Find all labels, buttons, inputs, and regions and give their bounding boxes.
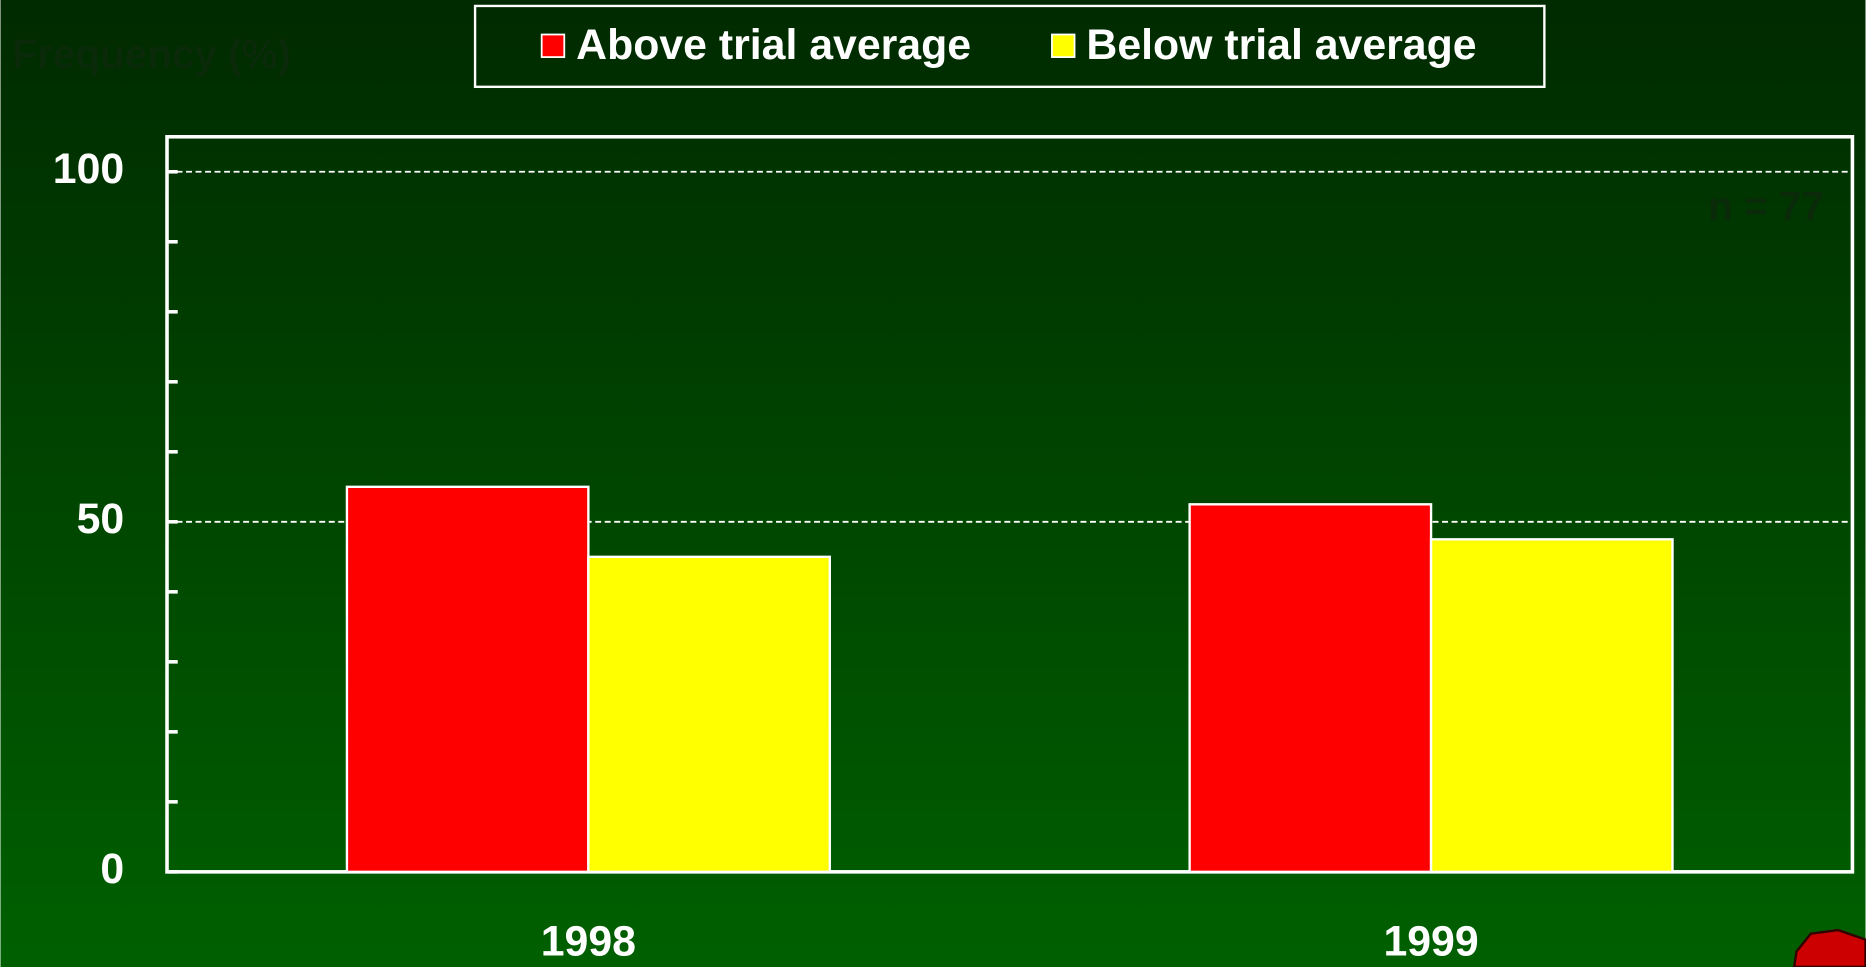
x-tick-label: 1998 [541,918,636,966]
y-tick-label: 100 [53,145,124,193]
y-tick-label: 0 [100,845,124,893]
y-tick-label: 50 [77,495,125,543]
bar [1188,503,1433,874]
legend-swatch [1051,33,1076,58]
annotation: n = 77 [1708,183,1824,229]
legend-label: Below trial average [1086,21,1476,69]
legend-swatch [540,33,566,58]
bar [587,555,831,874]
y-axis-label: Frequency (%) [12,31,291,77]
plot-frame [165,134,1855,874]
legend-label: Above trial average [576,21,971,69]
legend-frame [473,4,1546,89]
x-tick-label: 1999 [1383,918,1478,966]
bar [1429,538,1674,874]
bar [345,485,590,874]
